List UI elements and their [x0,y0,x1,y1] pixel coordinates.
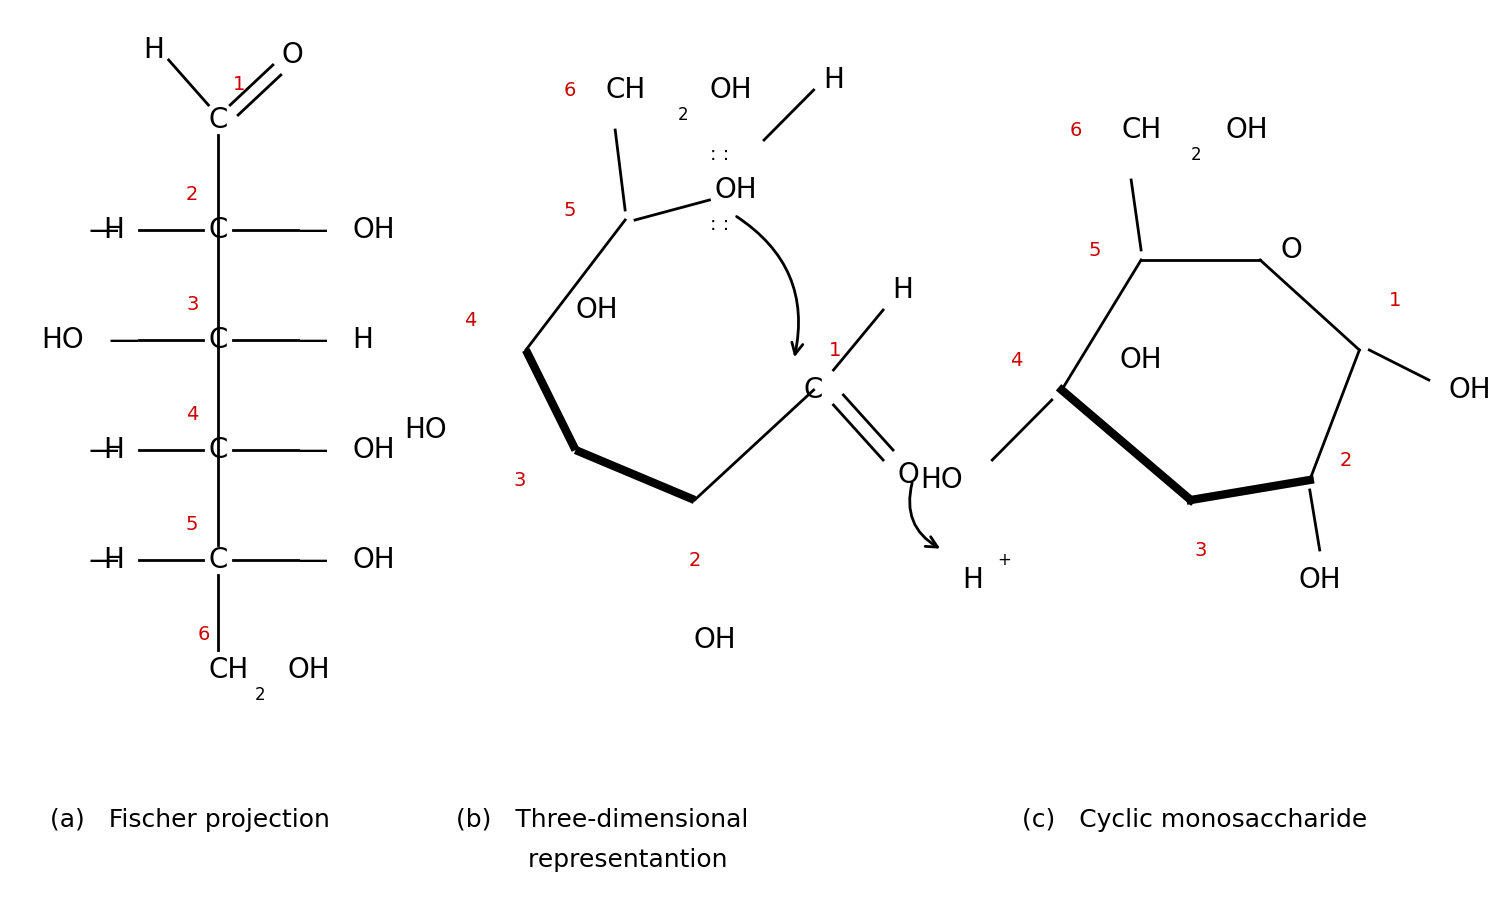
Text: 1: 1 [1389,291,1401,310]
Text: OH: OH [1226,116,1268,144]
Text: OH: OH [693,626,735,654]
Text: 2: 2 [1191,146,1202,164]
Text: OH: OH [1449,376,1491,404]
Text: OH: OH [352,436,395,464]
Text: (c)   Cyclic monosaccharide: (c) Cyclic monosaccharide [1022,808,1368,832]
Text: +: + [998,551,1011,569]
Text: H: H [144,36,164,64]
Text: 2: 2 [678,106,688,124]
Text: 5: 5 [186,516,198,535]
Text: C: C [209,106,228,134]
Text: HO: HO [404,416,447,444]
Text: 3: 3 [1194,541,1208,560]
Text: O: O [897,461,920,489]
Text: 6: 6 [196,626,210,644]
Text: C: C [209,546,228,574]
Text: OH: OH [1299,566,1341,594]
Text: H: H [104,546,125,574]
Text: (b)   Three-dimensional: (b) Three-dimensional [456,808,748,832]
Text: 4: 4 [186,406,198,425]
Text: OH: OH [288,656,330,684]
Text: —: — [297,326,328,355]
Text: 4: 4 [464,310,477,329]
Text: OH: OH [714,176,758,204]
Text: 5: 5 [1089,240,1101,259]
Text: O: O [282,41,303,69]
Text: CH: CH [606,76,645,104]
Text: H: H [963,566,984,594]
Text: 1: 1 [232,76,246,94]
Text: —: — [297,545,328,574]
Text: 3: 3 [186,295,198,314]
Text: OH: OH [576,296,618,324]
Text: 2: 2 [186,185,198,204]
Text: CH: CH [209,656,249,684]
Text: O: O [1280,236,1302,264]
Text: H: H [352,326,374,354]
Text: —: — [88,215,120,245]
Text: 2: 2 [255,686,266,704]
Text: H: H [892,276,914,304]
Text: 3: 3 [513,471,526,490]
Text: representantion: representantion [456,848,728,872]
Text: 2: 2 [688,551,700,570]
Text: : :: : : [710,215,729,235]
Text: 2: 2 [1340,451,1352,470]
Text: 4: 4 [1010,350,1022,370]
Text: H: H [104,216,125,244]
Text: OH: OH [352,216,395,244]
Text: HO: HO [920,466,963,494]
Text: —: — [297,215,328,245]
Text: H: H [104,436,125,464]
Text: —: — [88,436,120,464]
Text: —: — [88,545,120,574]
FancyArrowPatch shape [909,482,938,547]
Text: 6: 6 [1070,121,1082,140]
Text: (a)   Fischer projection: (a) Fischer projection [50,808,330,832]
Text: H: H [824,66,844,94]
Text: C: C [209,326,228,354]
Text: —: — [297,436,328,464]
Text: OH: OH [710,76,752,104]
Text: 5: 5 [562,201,576,220]
Text: OH: OH [1120,346,1162,374]
Text: C: C [209,436,228,464]
Text: HO: HO [42,326,84,354]
Text: C: C [209,216,228,244]
Text: OH: OH [352,546,395,574]
FancyArrowPatch shape [736,217,802,355]
Text: C: C [804,376,824,404]
Text: : :: : : [710,146,729,165]
Text: 1: 1 [828,340,842,359]
Text: CH: CH [1120,116,1161,144]
Text: —: — [110,326,140,355]
Text: 6: 6 [562,80,576,100]
